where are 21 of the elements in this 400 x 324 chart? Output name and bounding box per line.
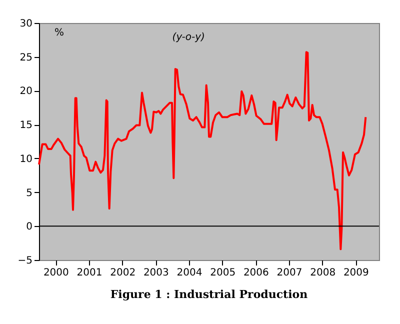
x-tick-label: 2000 <box>43 268 69 278</box>
x-tick-label: 2005 <box>210 268 236 278</box>
x-tick-label: 2004 <box>176 268 202 278</box>
y-tick-label: 15 <box>20 120 32 132</box>
y-tick-label: 5 <box>26 188 32 199</box>
y-tick-label: 20 <box>20 86 32 98</box>
x-tick-label: 2001 <box>76 268 102 278</box>
x-tick-label: 2008 <box>310 268 336 278</box>
y-tick-label: 0 <box>26 222 32 233</box>
y-tick-label: −5 <box>18 256 32 266</box>
y-tick-label: 30 <box>20 18 32 30</box>
x-tick-label: 2007 <box>276 268 302 278</box>
text: Figure 1 : Industrial Production <box>110 288 308 301</box>
x-tick-label: 2002 <box>110 268 136 278</box>
y-tick-label: 25 <box>20 52 32 64</box>
y-tick-label: 10 <box>20 154 32 165</box>
x-tick-label: 2006 <box>243 268 269 278</box>
y-axis-title: % <box>54 28 64 38</box>
annotation: (y-o-y) <box>172 32 205 43</box>
x-tick-label: 2009 <box>343 268 369 278</box>
x-tick-label: 2003 <box>143 268 169 278</box>
